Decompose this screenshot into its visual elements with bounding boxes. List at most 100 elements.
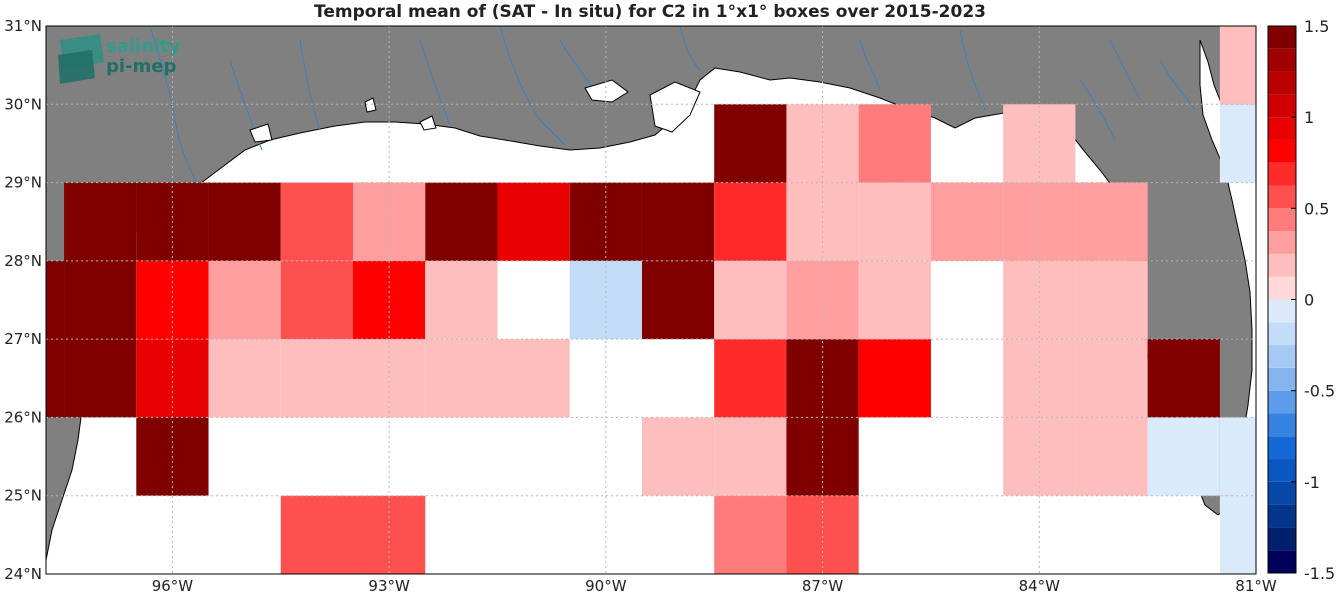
colorbar-tick-label: -1.5 (1304, 564, 1335, 583)
data-box (641, 182, 715, 261)
colorbar-segment (1268, 504, 1296, 528)
salinity-pimep-logo: salinity pi-mep (58, 34, 181, 84)
data-box (714, 339, 787, 418)
colorbar-segment (1268, 253, 1296, 277)
y-tick-label: 25°N (4, 487, 42, 505)
data-box (425, 182, 498, 261)
x-tick-label: 81°W (1235, 577, 1277, 594)
data-box (46, 260, 65, 340)
data-box (353, 495, 426, 574)
x-tick-label: 84°W (1019, 577, 1061, 594)
y-tick-label: 26°N (4, 408, 42, 426)
data-box (1219, 104, 1256, 183)
data-box (497, 182, 570, 261)
colorbar-tick-label: 0 (1304, 291, 1314, 310)
data-box (641, 417, 715, 496)
svg-text:pi-mep: pi-mep (106, 56, 176, 77)
colorbar-segment (1268, 276, 1296, 300)
y-tick-label: 30°N (4, 95, 42, 113)
data-box (1075, 260, 1148, 340)
data-box (786, 339, 859, 418)
colorbar-tick-label: 1.5 (1304, 17, 1329, 36)
x-axis: 96°W 93°W 90°W 87°W 84°W 81°W (152, 577, 1277, 594)
data-box (858, 104, 931, 183)
colorbar-ticks: 1.5 1 0.5 0 -0.5 -1 -1.5 (1291, 17, 1335, 583)
data-box (930, 182, 1004, 261)
data-box (1219, 26, 1256, 105)
colorbar-segment (1268, 481, 1296, 505)
colorbar-segment (1268, 139, 1296, 163)
data-box (280, 182, 354, 261)
colorbar (1268, 26, 1296, 573)
colorbar-segment (1268, 436, 1296, 460)
y-tick-label: 29°N (4, 174, 42, 192)
y-tick-label: 31°N (4, 17, 42, 35)
colorbar-segment (1268, 299, 1296, 323)
data-box (497, 339, 570, 418)
data-box (208, 182, 281, 261)
data-box (425, 260, 498, 340)
y-axis: 24°N 25°N 26°N 27°N 28°N 29°N 30°N 31°N (4, 17, 42, 583)
x-tick-label: 90°W (585, 577, 627, 594)
data-box (280, 495, 354, 574)
colorbar-segment (1268, 550, 1296, 573)
colorbar-tick-label: 1 (1304, 108, 1314, 127)
lakes (249, 79, 701, 143)
data-box (208, 260, 281, 340)
map-title: Temporal mean of (SAT - In situ) for C2 … (314, 2, 986, 22)
data-box (425, 339, 498, 418)
colorbar-segment (1268, 162, 1296, 186)
data-box (64, 339, 137, 418)
data-box (641, 260, 715, 340)
graticule (46, 26, 1256, 574)
data-box (280, 339, 354, 418)
data-box (208, 339, 281, 418)
river-network (149, 26, 1196, 191)
colorbar-tick-label: 0.5 (1304, 199, 1329, 218)
data-box (1219, 417, 1256, 496)
data-box (1075, 182, 1148, 261)
y-tick-label: 24°N (4, 565, 42, 583)
plot-frame (45, 25, 1257, 575)
colorbar-segment (1268, 231, 1296, 254)
colorbar-segment (1268, 413, 1296, 437)
colorbar-segment (1268, 26, 1296, 49)
colorbar-segment (1268, 185, 1296, 209)
data-box (714, 495, 787, 574)
data-box (1003, 339, 1076, 418)
data-box (858, 260, 931, 340)
data-box (1147, 339, 1220, 418)
colorbar-segment (1268, 208, 1296, 232)
colorbar-segment (1268, 71, 1296, 95)
colorbar-segment (1268, 345, 1296, 368)
svg-text:salinity: salinity (106, 36, 181, 57)
colorbar-segment (1268, 390, 1296, 414)
colorbar-segment (1268, 527, 1296, 551)
data-box (1219, 495, 1256, 574)
data-box (858, 339, 931, 418)
data-box (280, 260, 354, 340)
data-box (1075, 417, 1148, 496)
data-box (786, 495, 859, 574)
colorbar-segment (1268, 367, 1296, 391)
data-box (46, 339, 65, 418)
data-box (64, 260, 137, 340)
colorbar-segment (1268, 48, 1296, 72)
data-box (714, 182, 787, 261)
data-box (714, 104, 787, 183)
colorbar-segment (1268, 117, 1296, 140)
data-box (136, 339, 209, 418)
data-box (64, 182, 137, 261)
colorbar-segment (1268, 459, 1296, 482)
colorbar-segment (1268, 322, 1296, 346)
x-tick-label: 87°W (802, 577, 844, 594)
data-box (714, 260, 787, 340)
colorbar-tick-label: -0.5 (1304, 382, 1335, 401)
data-box (353, 339, 426, 418)
y-tick-label: 27°N (4, 330, 42, 348)
y-tick-label: 28°N (4, 252, 42, 270)
colorbar-segment (1268, 94, 1296, 118)
data-box (714, 417, 787, 496)
data-box (1075, 339, 1148, 418)
x-tick-label: 93°W (368, 577, 410, 594)
